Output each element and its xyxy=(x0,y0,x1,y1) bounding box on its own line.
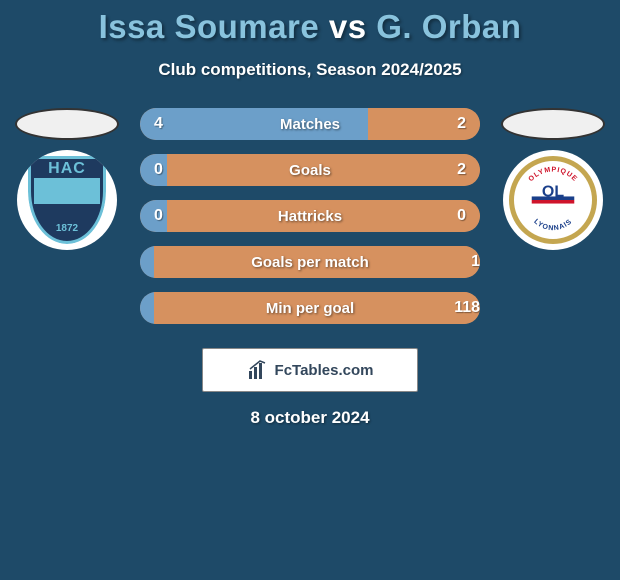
stat-value-left: 0 xyxy=(140,154,167,186)
stat-value-right: 2 xyxy=(167,154,480,186)
crest-ol: OLYMPIQUE LYONNAIS OL xyxy=(509,156,597,244)
stats-area: 42Matches 02Goals 00Hattricks 1Goals per ma… xyxy=(140,108,480,324)
brand-text: FcTables.com xyxy=(275,362,374,379)
crest-hac-year: 1872 xyxy=(28,223,106,234)
stat-row: 00Hattricks xyxy=(140,200,480,232)
player1-name: Issa Soumare xyxy=(99,8,320,45)
svg-text:OL: OL xyxy=(542,183,564,200)
subtitle: Club competitions, Season 2024/2025 xyxy=(10,60,610,80)
stat-value-left: 4 xyxy=(140,108,368,140)
infographic-root: Issa Soumare vs G. Orban Club competitio… xyxy=(0,0,620,428)
right-column: OLYMPIQUE LYONNAIS OL xyxy=(498,108,608,250)
team-right-crest: OLYMPIQUE LYONNAIS OL xyxy=(503,150,603,250)
stat-row: 1Goals per match xyxy=(140,246,480,278)
stat-row: 118Min per goal xyxy=(140,292,480,324)
stat-row: 02Goals xyxy=(140,154,480,186)
stat-value-left xyxy=(140,292,154,324)
stat-value-right: 0 xyxy=(167,200,480,232)
stat-value-left: 0 xyxy=(140,200,167,232)
stat-value-right: 118 xyxy=(154,292,480,324)
stat-value-left xyxy=(140,246,154,278)
vs-word: vs xyxy=(329,8,367,45)
player1-avatar xyxy=(15,108,119,140)
left-column: HAC 1872 xyxy=(12,108,122,250)
page-title: Issa Soumare vs G. Orban xyxy=(10,8,610,46)
crest-hac: HAC 1872 xyxy=(28,156,106,244)
stat-value-right: 2 xyxy=(368,108,480,140)
player2-name: G. Orban xyxy=(376,8,521,45)
stat-value-right: 1 xyxy=(154,246,480,278)
brand-badge: FcTables.com xyxy=(202,348,418,392)
team-left-crest: HAC 1872 xyxy=(17,150,117,250)
stat-row: 42Matches xyxy=(140,108,480,140)
date-text: 8 october 2024 xyxy=(10,408,610,428)
crest-hac-label: HAC xyxy=(28,160,106,178)
player2-avatar xyxy=(501,108,605,140)
main-columns: HAC 1872 42Matches 02Goals 00Hattricks 1Goa… xyxy=(10,108,610,324)
brand-icon xyxy=(247,359,269,381)
